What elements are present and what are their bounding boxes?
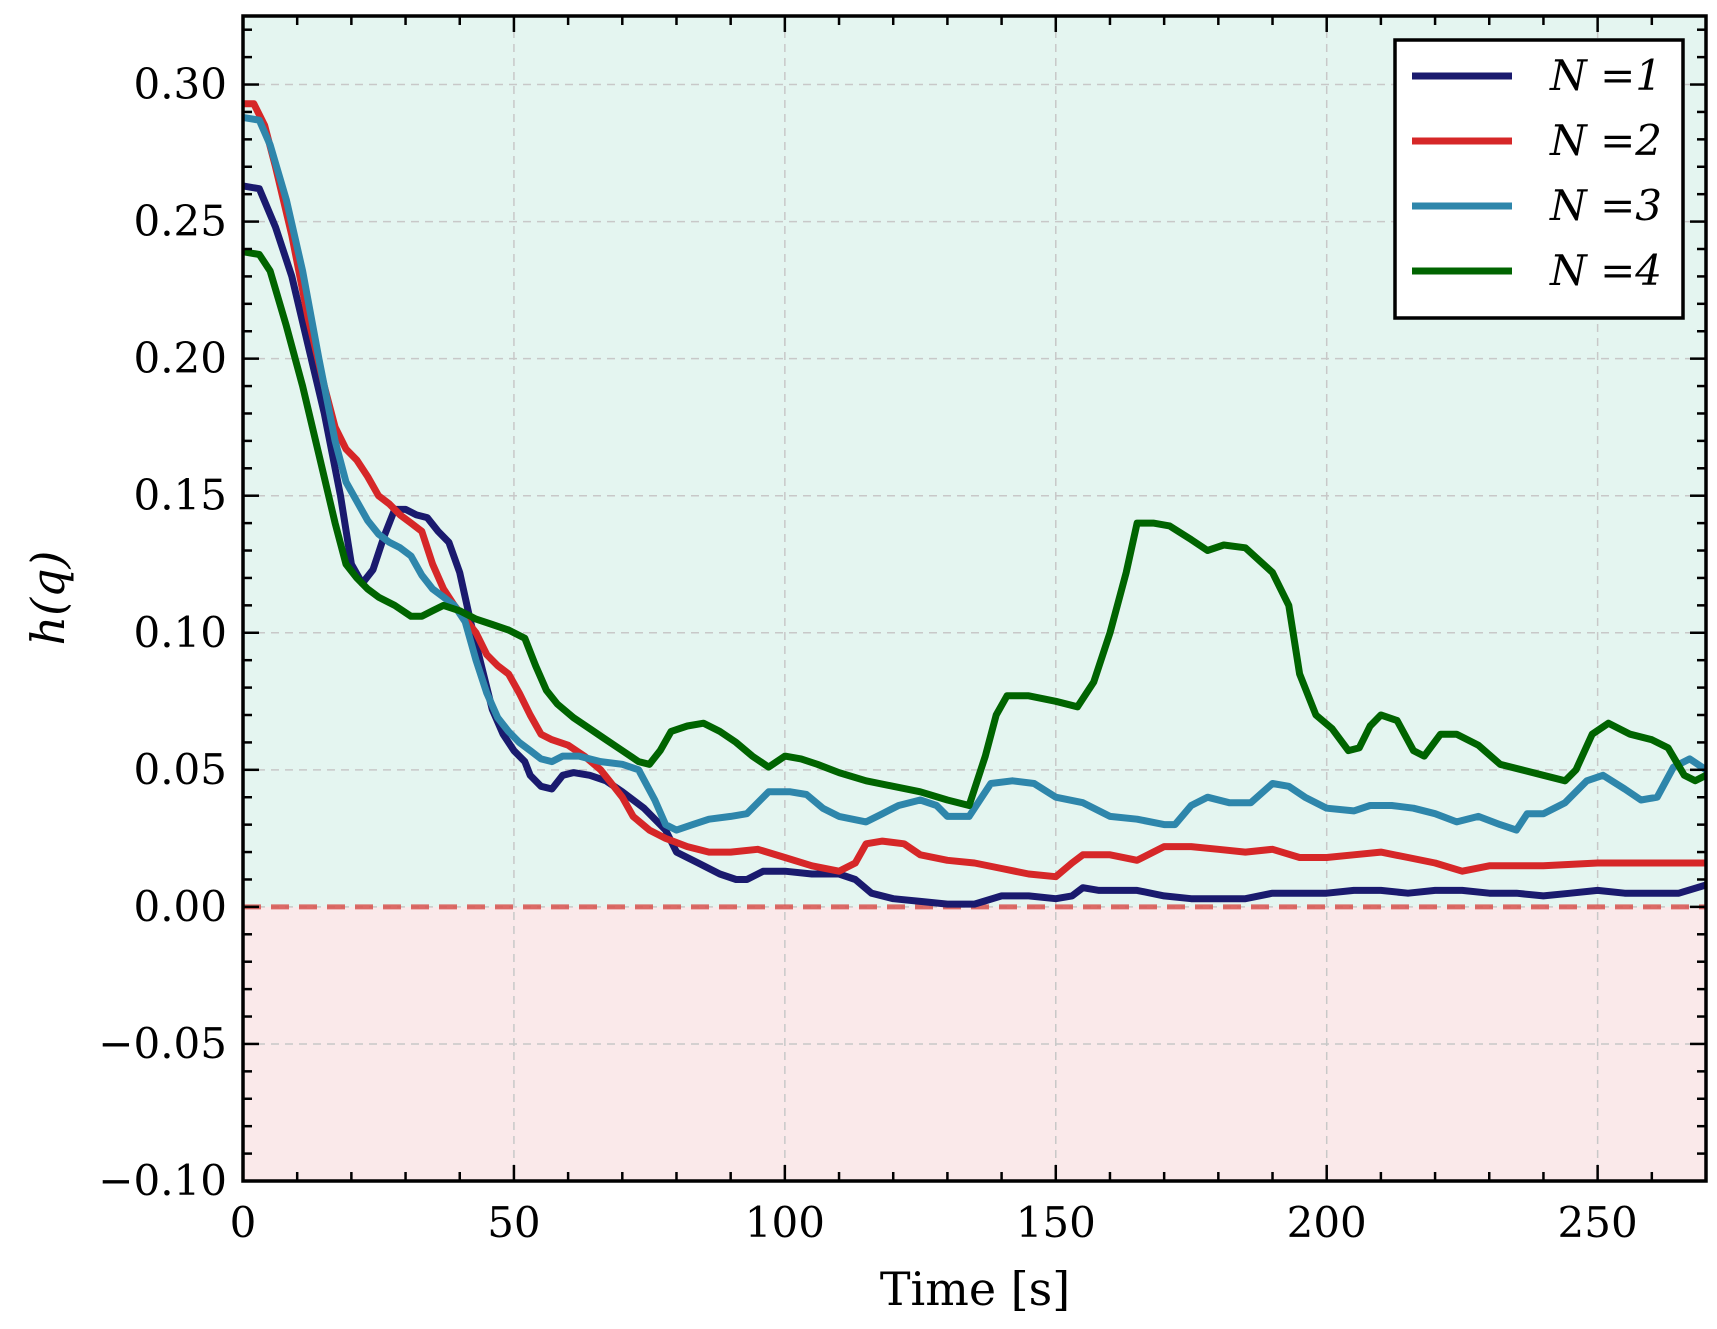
y-tick-label: −0.10 — [98, 1156, 227, 1205]
y-tick-label: 0.15 — [133, 471, 227, 520]
y-tick-label: 0.30 — [133, 60, 227, 109]
legend-label-n1: N =1 — [1549, 51, 1662, 100]
y-tick-label: 0.20 — [133, 334, 227, 383]
legend-label-n4: N =4 — [1549, 246, 1662, 295]
x-tick-label: 100 — [745, 1198, 825, 1247]
plot-frame — [241, 14, 1708, 1183]
y-tick-label: 0.25 — [133, 197, 227, 246]
x-tick-label: 200 — [1287, 1198, 1367, 1247]
x-tick-label: 250 — [1558, 1198, 1638, 1247]
legend-label-n3: N =3 — [1549, 181, 1662, 230]
series-line-n1 — [243, 182, 1706, 908]
y-tick-label: 0.10 — [133, 608, 227, 657]
y-tick-label: 0.05 — [133, 745, 227, 794]
x-tick-label: 0 — [230, 1198, 257, 1247]
series-line-n3 — [243, 113, 1706, 834]
x-tick-label: 150 — [1016, 1198, 1096, 1247]
series-line-n4 — [243, 248, 1706, 809]
y-tick-label: −0.05 — [98, 1019, 227, 1068]
y-tick-label: 0.00 — [133, 882, 227, 931]
y-axis-label: h(q) — [21, 551, 75, 646]
x-axis-label: Time [s] — [880, 1262, 1070, 1316]
x-tick-label: 50 — [487, 1198, 540, 1247]
series-line-n2 — [243, 100, 1706, 881]
legend-label-n2: N =2 — [1549, 116, 1662, 165]
legend: N =1 N =2 N =3 N =4 — [1393, 38, 1685, 320]
